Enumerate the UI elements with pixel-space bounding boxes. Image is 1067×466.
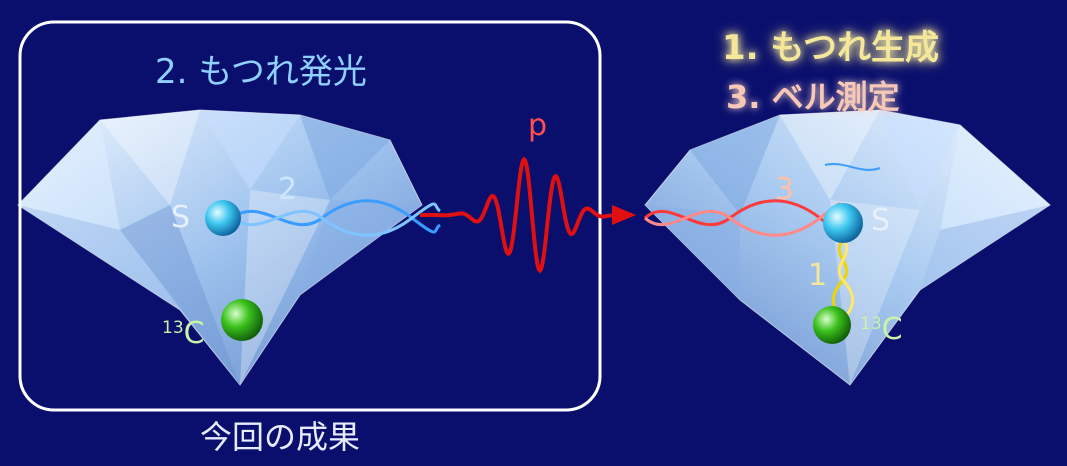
right-spin-label: S — [871, 203, 891, 238]
right-red-wave-number: 3 — [775, 172, 795, 207]
left-spin-label: S — [171, 200, 191, 235]
generation-title: 1. もつれ生成 — [722, 28, 940, 68]
yellow-wave-2 — [837, 239, 855, 321]
emission-title: 2. もつれ発光 — [155, 52, 367, 92]
right-carbon-letter: C — [881, 312, 903, 347]
right-carbon-sphere — [813, 306, 851, 344]
left-blue-wave-1 — [231, 199, 441, 234]
left-wave-number: 2 — [278, 172, 298, 207]
right-carbon-sup: 13 — [860, 314, 882, 334]
right-spin-sphere — [823, 203, 863, 243]
photon-wavepacket — [420, 156, 613, 274]
left-diamond — [17, 109, 423, 386]
left-blue-wave-2 — [231, 202, 441, 237]
left-carbon-letter: C — [183, 316, 205, 351]
left-spin-sphere — [205, 200, 241, 236]
right-yellow-wave-number: 1 — [808, 258, 828, 293]
right-blue-wave — [824, 162, 881, 171]
photon-label: p — [528, 108, 548, 143]
left-carbon-sup: 13 — [162, 318, 184, 338]
left-carbon-label: 13C — [162, 316, 205, 351]
result-caption: 今回の成果 — [200, 418, 361, 456]
left-carbon-sphere — [221, 299, 263, 341]
right-carbon-label: 13C — [860, 312, 903, 347]
photon-arrowhead — [612, 205, 636, 225]
bell-measurement-title: 3. ベル測定 — [726, 78, 900, 116]
